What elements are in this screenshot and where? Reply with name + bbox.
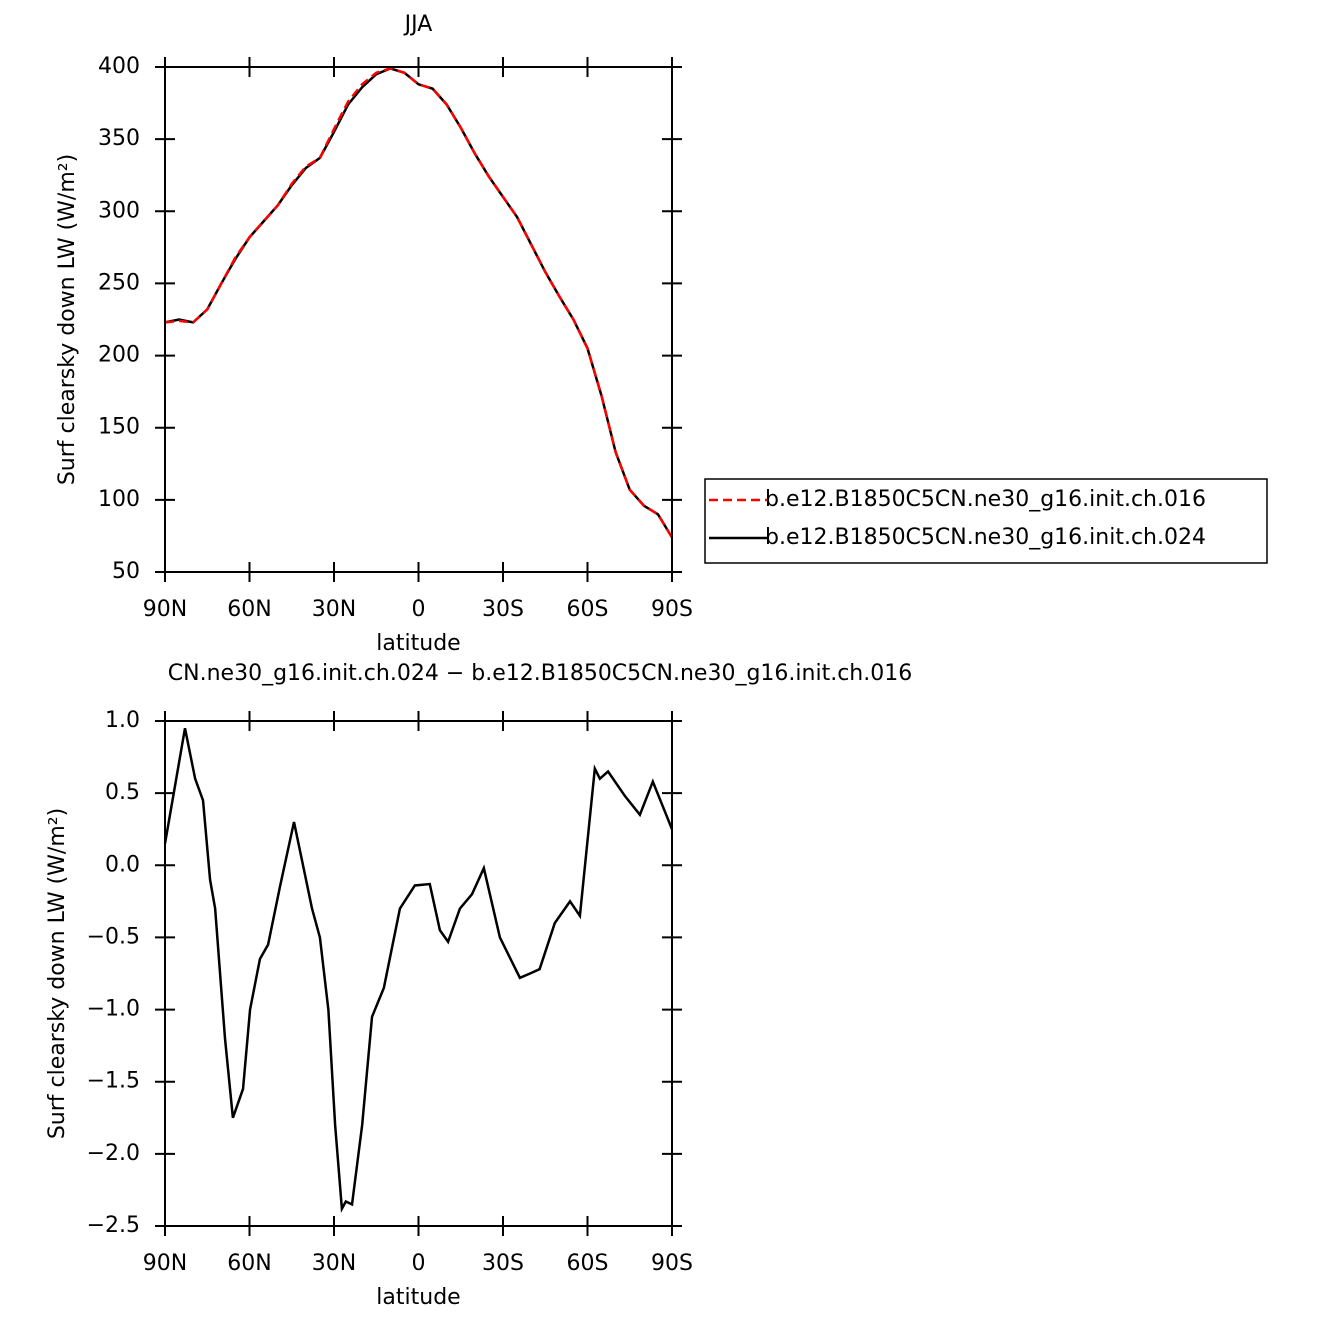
- legend-label: b.e12.B1850C5CN.ne30_g16.init.ch.024: [765, 525, 1206, 550]
- x-tick-label: 0: [412, 597, 426, 622]
- x-tick-label: 30N: [312, 1251, 356, 1276]
- x-tick-label: 30N: [312, 597, 356, 622]
- y-tick-label: 350: [98, 126, 140, 151]
- y-tick-label: 250: [98, 270, 140, 295]
- y-tick-label: 400: [98, 54, 140, 79]
- y-tick-label: 0.0: [105, 852, 140, 877]
- x-tick-label: 90N: [143, 1251, 187, 1276]
- y-tick-label: 0.5: [105, 780, 140, 805]
- x-tick-label: 90S: [651, 1251, 693, 1276]
- y-tick-label: 50: [112, 559, 140, 584]
- x-tick-label: 90N: [143, 597, 187, 622]
- chart-title: CN.ne30_g16.init.ch.024 − b.e12.B1850C5C…: [168, 661, 912, 686]
- series-line: [164, 67, 674, 539]
- chart-title: JJA: [403, 12, 433, 37]
- y-tick-label: 100: [98, 487, 140, 512]
- x-tick-label: 60N: [227, 1251, 271, 1276]
- legend-box: [704, 478, 1268, 564]
- y-tick-label: 200: [98, 343, 140, 368]
- x-tick-label: 60S: [567, 597, 609, 622]
- y-tick-label: 1.0: [105, 708, 140, 733]
- y-tick-label: 150: [98, 415, 140, 440]
- x-tick-label: 30S: [482, 1251, 524, 1276]
- y-tick-label: −0.5: [87, 924, 140, 949]
- x-tick-label: 0: [412, 1251, 426, 1276]
- y-tick-label: −1.0: [87, 997, 140, 1022]
- plot-frame: [164, 720, 673, 1227]
- y-tick-label: 300: [98, 198, 140, 223]
- y-tick-label: −1.5: [87, 1069, 140, 1094]
- x-tick-label: 60S: [567, 1251, 609, 1276]
- y-axis-label: Surf clearsky down LW (W/m²): [55, 154, 80, 485]
- x-axis-label: latitude: [376, 1285, 460, 1310]
- x-tick-label: 30S: [482, 597, 524, 622]
- series-line: [164, 67, 674, 539]
- plot-frame: [164, 66, 673, 573]
- x-axis-label: latitude: [376, 631, 460, 656]
- x-tick-label: 90S: [651, 597, 693, 622]
- y-axis-label: Surf clearsky down LW (W/m²): [45, 808, 70, 1139]
- y-tick-label: −2.0: [87, 1141, 140, 1166]
- series-line: [163, 727, 674, 1213]
- y-tick-label: −2.5: [87, 1213, 140, 1238]
- legend-label: b.e12.B1850C5CN.ne30_g16.init.ch.016: [765, 487, 1206, 512]
- x-tick-label: 60N: [227, 597, 271, 622]
